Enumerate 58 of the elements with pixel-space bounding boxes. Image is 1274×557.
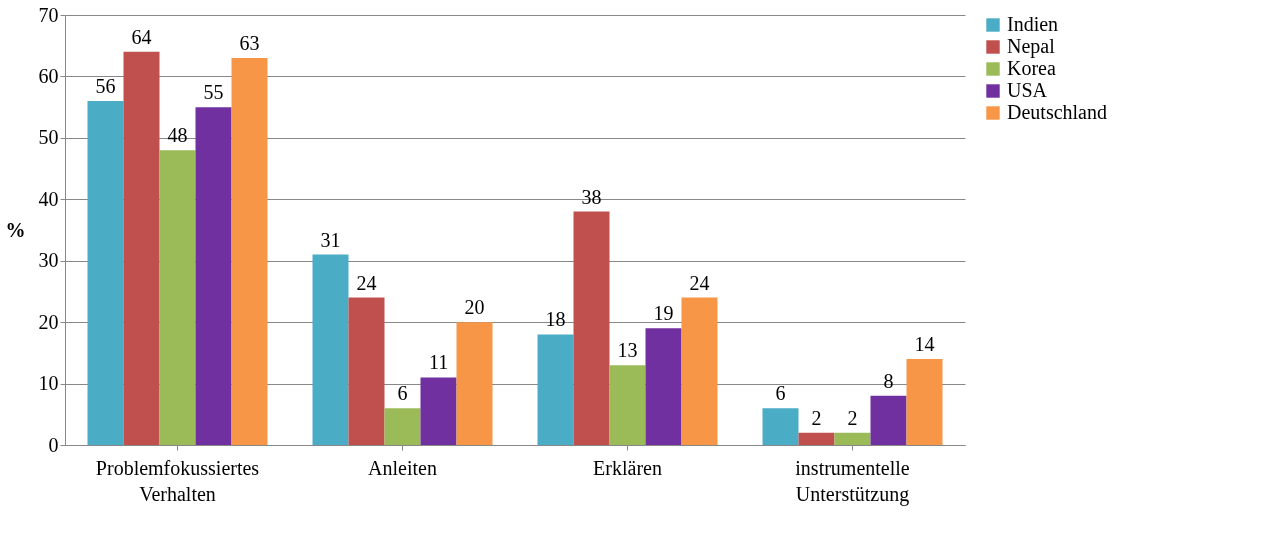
data-label: 24: [689, 271, 710, 294]
data-label: 31: [320, 228, 341, 251]
bar: [870, 395, 907, 445]
bar: [384, 408, 421, 445]
x-tick-label: Problemfokussiertes Verhalten: [95, 456, 260, 505]
data-label: 2: [811, 406, 822, 429]
data-label: 18: [545, 308, 566, 331]
y-tick-label: 40: [38, 187, 59, 210]
data-label: 14: [914, 333, 935, 355]
legend-label: Indien: [1007, 13, 1059, 35]
x-tick-label: Anleiten: [368, 456, 437, 479]
bar: [834, 432, 871, 445]
data-label: 63: [239, 32, 260, 54]
x-tick-label: instrumentelle Unterstützung: [795, 456, 910, 506]
legend-label: Deutschland: [1007, 101, 1107, 123]
bar: [798, 432, 835, 445]
data-label: 48: [167, 124, 188, 147]
data-label: 6: [775, 382, 786, 405]
data-label: 19: [653, 302, 674, 325]
bar: [537, 334, 574, 445]
bar: [906, 359, 943, 445]
y-tick-label: 70: [38, 3, 59, 26]
bar: [609, 365, 646, 445]
x-tick-label: Erklären: [593, 456, 662, 479]
y-tick-label: 10: [38, 372, 59, 395]
bar: [87, 101, 124, 445]
data-label: 11: [428, 351, 449, 374]
legend-label: USA: [1007, 79, 1048, 101]
y-tick-label: 60: [38, 64, 59, 87]
data-label: 56: [95, 75, 116, 97]
bar: [681, 297, 718, 445]
data-label: 6: [397, 382, 408, 405]
data-label: 24: [356, 271, 377, 294]
legend-label: Nepal: [1007, 35, 1056, 58]
data-label: 64: [131, 25, 152, 48]
bar: [348, 297, 385, 445]
bar: [420, 377, 457, 445]
y-tick-label: 20: [38, 310, 59, 333]
bar: [231, 58, 268, 445]
bar: [123, 51, 160, 445]
data-label: 8: [883, 369, 894, 392]
data-label: 55: [203, 81, 224, 104]
y-axis-title: %: [5, 218, 26, 241]
y-tick-label: 50: [38, 126, 59, 149]
y-tick-label: 0: [48, 433, 59, 456]
bar: [195, 107, 232, 445]
y-tick-label: 30: [38, 249, 59, 272]
bar: [159, 150, 196, 445]
data-label: 38: [581, 185, 602, 208]
bar: [645, 328, 682, 445]
bar: [456, 322, 493, 445]
data-label: 20: [464, 296, 485, 319]
bar: [762, 408, 799, 445]
data-label: 13: [617, 339, 638, 362]
bar: [573, 211, 610, 445]
data-label: 2: [847, 406, 858, 429]
bar: [312, 254, 349, 445]
legend-label: Korea: [1007, 57, 1056, 79]
